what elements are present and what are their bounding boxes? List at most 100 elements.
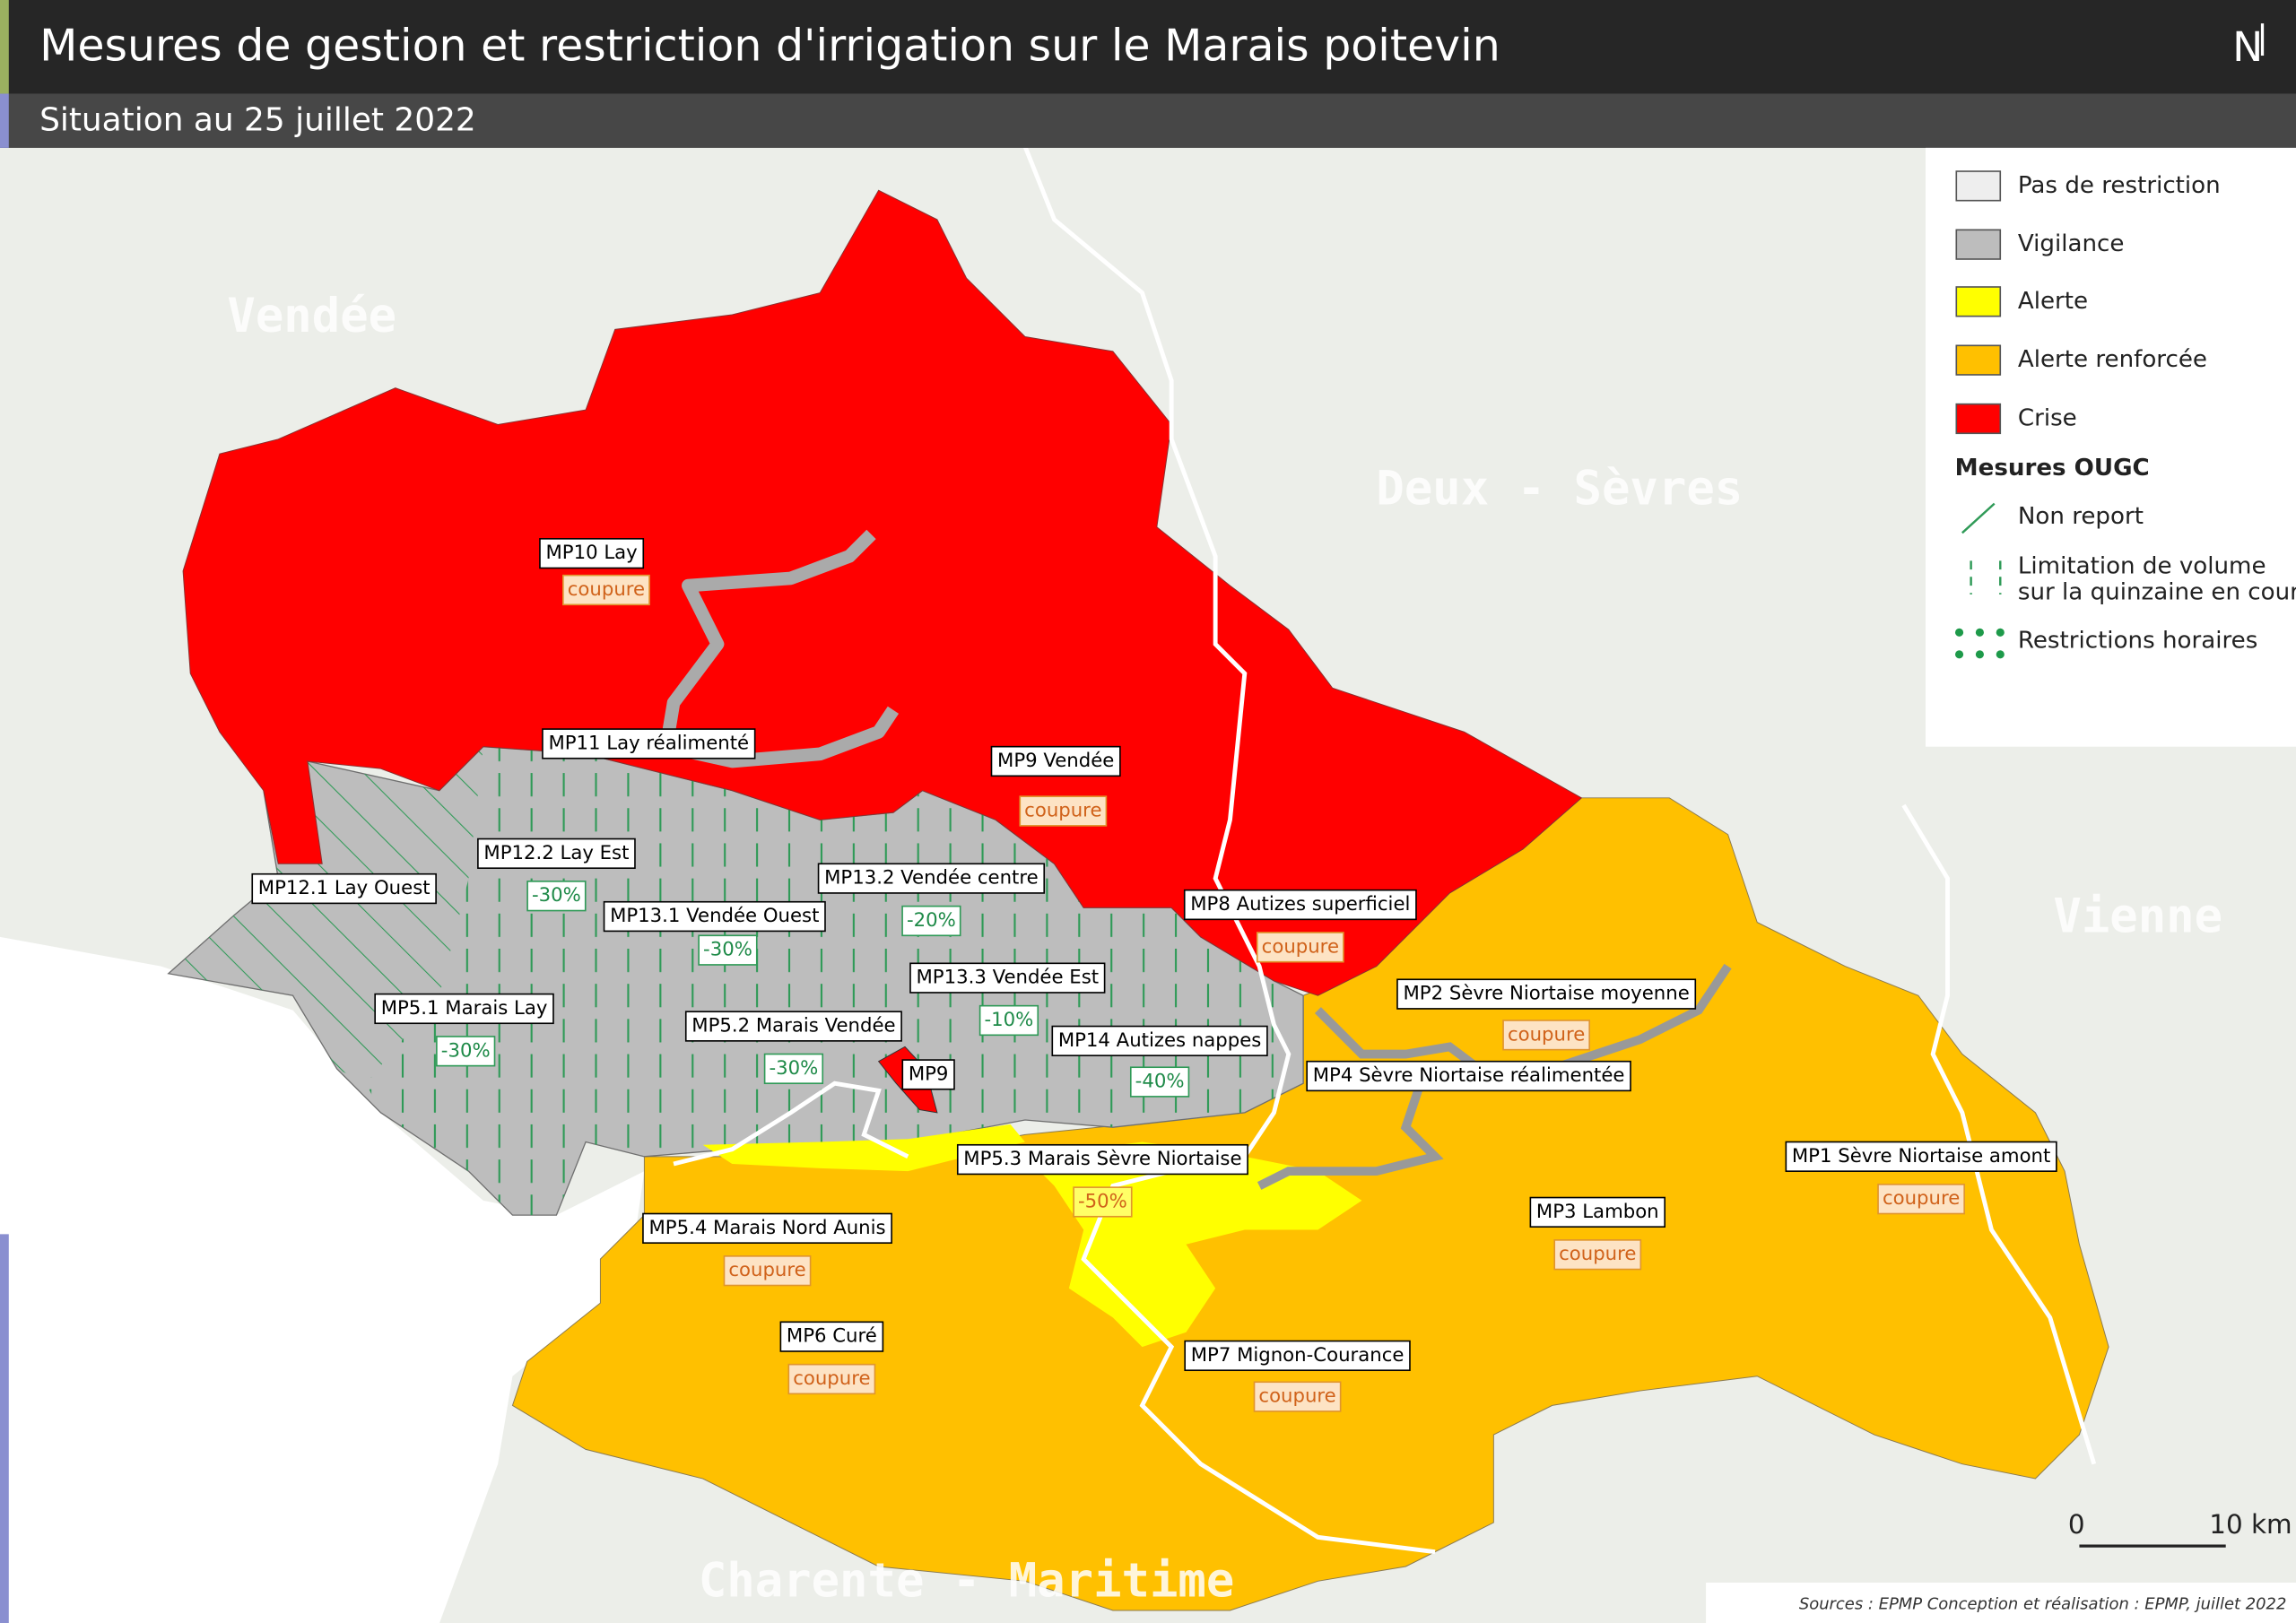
zone-measure: coupure bbox=[1508, 1023, 1585, 1046]
zone-label-box bbox=[542, 728, 756, 759]
zone-measure-box bbox=[1019, 795, 1108, 827]
zone-label-group: MP12.2 Lay Est -30% bbox=[477, 838, 636, 912]
department-border bbox=[1022, 145, 1436, 1555]
legend-symbol-non-report bbox=[1961, 502, 1996, 534]
zone-label-group: MP4 Sèvre Niortaise réalimentée bbox=[1306, 1060, 1631, 1092]
zone-measure: coupure bbox=[1883, 1187, 1960, 1210]
zone-measure-box bbox=[1553, 1239, 1642, 1271]
legend-swatch bbox=[1955, 170, 2002, 202]
legend-label: Alerte bbox=[2018, 288, 2088, 315]
legend-symbol-horaires bbox=[1975, 628, 1984, 637]
legend-swatch bbox=[1955, 344, 2002, 376]
zone-measure-box bbox=[698, 934, 758, 966]
legend-swatch bbox=[1955, 286, 2002, 317]
zone-measure: -40% bbox=[1135, 1071, 1185, 1093]
zone-label-group: MP12.1 Lay Ouest bbox=[251, 872, 437, 905]
source: Sources : EPMP Conception et réalisation… bbox=[1799, 1594, 2287, 1613]
subtitle-accent bbox=[0, 93, 9, 148]
zone-label-box bbox=[1184, 1340, 1411, 1372]
legend-swatch bbox=[1955, 403, 2002, 435]
zone-label: MP12.1 Lay Ouest bbox=[258, 877, 430, 899]
legend-symbol-horaires bbox=[1975, 650, 1984, 659]
zone-label: MP13.3 Vendée Est bbox=[917, 967, 1100, 989]
zone-label-box bbox=[374, 993, 554, 1025]
department-border bbox=[1901, 803, 2097, 1465]
zone-label: MP13.1 Vendée Ouest bbox=[610, 905, 819, 927]
legend-label: Restrictions horaires bbox=[2018, 628, 2257, 655]
zone-label: MP5.1 Marais Lay bbox=[381, 997, 548, 1020]
zone-measure-box bbox=[526, 881, 587, 912]
zone-label: MP3 Lambon bbox=[1536, 1201, 1659, 1223]
zone-measure: -30% bbox=[770, 1057, 819, 1080]
zone-measure: coupure bbox=[1258, 1385, 1335, 1408]
zone-label-group: MP5.4 Marais Nord Aunis coupure bbox=[642, 1212, 892, 1287]
sea bbox=[0, 936, 645, 1623]
zone-label: MP12.2 Lay Est bbox=[483, 842, 629, 864]
scale-start: 0 bbox=[2068, 1509, 2085, 1540]
zone-label-group: MP13.2 Vendée centre -20% bbox=[817, 863, 1046, 937]
legend-label: Non report bbox=[2018, 503, 2144, 530]
zone-label-group: MP9 bbox=[901, 1059, 955, 1090]
zone-label-box bbox=[1529, 1196, 1665, 1228]
title-bar bbox=[0, 0, 2296, 94]
zone-label: MP11 Lay réalimenté bbox=[548, 732, 749, 754]
zone-measure-box bbox=[1073, 1186, 1133, 1218]
zone-measure-box bbox=[1256, 932, 1344, 963]
zone-label-group: MP13.3 Vendée Est -10% bbox=[909, 962, 1106, 1037]
legend-swatch bbox=[1955, 229, 2002, 260]
zone-label-group: MP8 Autizes superficiel coupure bbox=[1183, 889, 1417, 963]
zone-measure: -30% bbox=[441, 1039, 491, 1062]
zone-label-group: MP5.3 Marais Sèvre Niortaise -50% bbox=[956, 1143, 1248, 1218]
zone-label: MP14 Autizes nappes bbox=[1058, 1029, 1262, 1052]
zone-measure-box bbox=[787, 1363, 876, 1395]
legend-symbol-horaires bbox=[1954, 650, 1964, 659]
zone-measure-box bbox=[978, 1004, 1039, 1037]
zone-label: MP4 Sèvre Niortaise réalimentée bbox=[1313, 1064, 1625, 1087]
zone-measure: -30% bbox=[703, 939, 752, 961]
department-name: Deux - Sèvres bbox=[1376, 463, 1743, 516]
zone-label-box bbox=[1396, 978, 1697, 1010]
zone-label-group: MP11 Lay réalimenté bbox=[542, 728, 756, 759]
zone-label-group: MP5.1 Marais Lay -30% bbox=[374, 993, 554, 1067]
zone-measure: -30% bbox=[532, 884, 581, 907]
zone-label-box bbox=[603, 900, 826, 933]
zone-label-group: MP5.2 Marais Vendée -30% bbox=[684, 1011, 902, 1085]
zone-label-box bbox=[1785, 1141, 2057, 1172]
legend: Pas de restriction Vigilance Alerte Alerte … bbox=[1954, 170, 2296, 659]
zone-label-group: MP6 Curé coupure bbox=[779, 1321, 884, 1395]
zone-label: MP10 Lay bbox=[545, 542, 637, 564]
zone-measure: coupure bbox=[1024, 800, 1101, 822]
zone-label: MP1 Sèvre Niortaise amont bbox=[1792, 1145, 2050, 1167]
subtitle-bar bbox=[0, 93, 2296, 148]
zone-label-box bbox=[779, 1321, 884, 1352]
zone-label-group: MP3 Lambon coupure bbox=[1529, 1196, 1665, 1271]
legend-symbol-horaires bbox=[1954, 628, 1964, 637]
legend-label: Vigilance bbox=[2018, 230, 2125, 257]
legend-label: Alerte renforcée bbox=[2018, 346, 2207, 373]
legend-section-title: Mesures OUGC bbox=[1955, 455, 2150, 482]
zone-label-box bbox=[909, 962, 1106, 994]
zone-label-group: MP7 Mignon-Courance coupure bbox=[1184, 1340, 1411, 1412]
department-name: Vendée bbox=[227, 290, 396, 343]
zone-label-box bbox=[956, 1143, 1248, 1176]
zone-label-box bbox=[1051, 1025, 1268, 1056]
department-name: Vienne bbox=[2053, 890, 2222, 943]
zone-label-group: MP14 Autizes nappes -40% bbox=[1051, 1025, 1268, 1098]
zone-measure-box bbox=[1253, 1381, 1342, 1412]
zone-label-group: MP2 Sèvre Niortaise moyenne coupure bbox=[1396, 978, 1697, 1051]
zone-measure: -50% bbox=[1078, 1190, 1127, 1212]
zone-label: MP5.2 Marais Vendée bbox=[691, 1015, 895, 1037]
north-arrow: N bbox=[2232, 23, 2263, 71]
zone-measure: -10% bbox=[985, 1009, 1034, 1031]
zone-label-box bbox=[817, 863, 1046, 894]
zone-measure: coupure bbox=[793, 1367, 870, 1390]
legend-label: Crise bbox=[2018, 404, 2077, 431]
title: Mesures de gestion et restriction d'irri… bbox=[39, 20, 1500, 71]
legend-symbol-horaires bbox=[1996, 628, 2005, 637]
zone-label: MP13.2 Vendée centre bbox=[824, 867, 1039, 890]
zone-label-group: MP1 Sèvre Niortaise amont coupure bbox=[1785, 1141, 2057, 1215]
legend-label: Limitation de volume bbox=[2018, 552, 2266, 579]
